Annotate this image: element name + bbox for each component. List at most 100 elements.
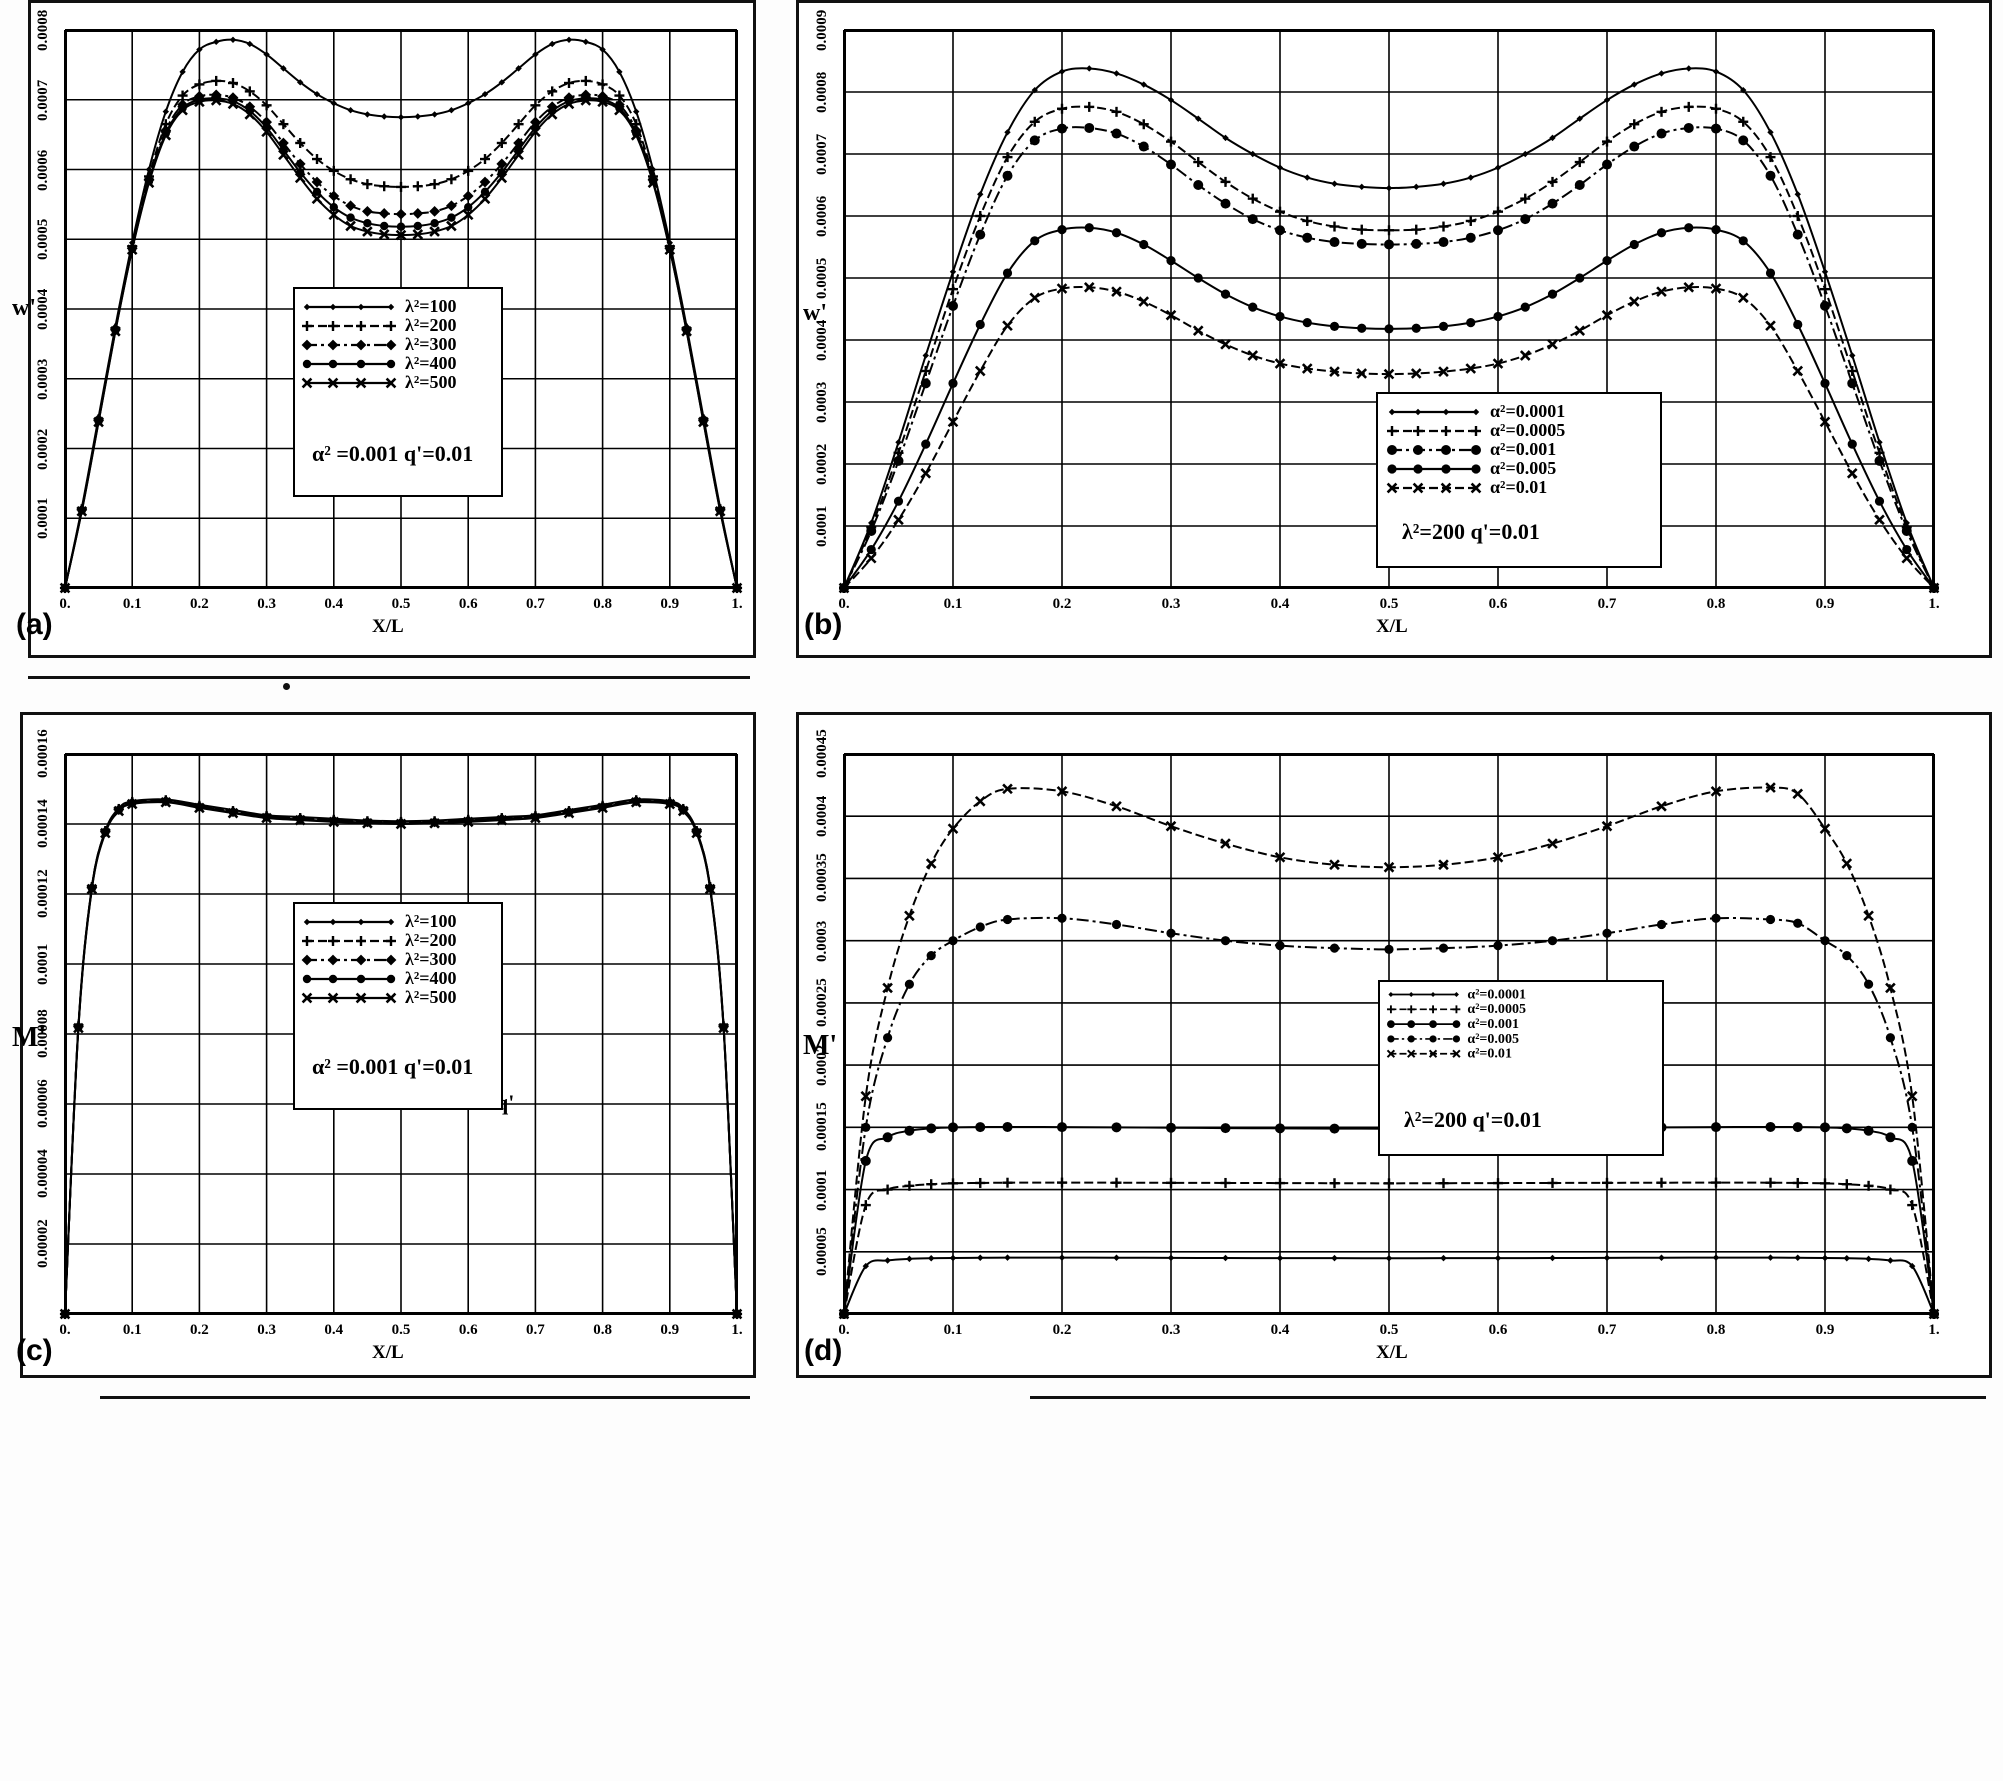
panel-a-annotation-text: α² =0.001 q'=0.01: [312, 441, 474, 466]
panel-d-xlabel: X/L: [1376, 1342, 1408, 1363]
y-tick-label: 0.00006: [35, 1079, 51, 1129]
x-tick-label: 0.8: [593, 1322, 612, 1338]
legend-marker-circle-icon: [301, 356, 397, 372]
panel-b-annotation-text: λ²=200 q'=0.01: [1402, 519, 1540, 544]
y-tick-label: 0.0003: [35, 358, 51, 400]
legend-label: α²=0.0001: [1467, 985, 1527, 1002]
scan-artifact-line-2: [100, 1396, 750, 1399]
panel-d-curves: [838, 753, 1940, 1320]
x-tick-label: 0.9: [1815, 1322, 1835, 1338]
panel-d-annotation-text: λ²=200 q'=0.01: [1404, 1107, 1542, 1132]
panel-b-ylabel: w': [803, 300, 827, 326]
x-tick-label: 0.6: [1488, 1322, 1508, 1338]
legend-item: α²=0.01: [1386, 1045, 1595, 1061]
x-tick-label: 0.: [59, 1322, 71, 1338]
scan-artifact-line-1: [28, 676, 750, 679]
x-tick-label: 0.1: [943, 596, 963, 612]
panel-d-ylabel: M': [803, 1030, 838, 1061]
legend-item: α²=0.005: [1386, 458, 1654, 478]
x-tick-label: 0.6: [458, 596, 478, 612]
legend-marker-plus-icon: [1386, 423, 1482, 439]
legend-item: α²=0.0005: [1386, 1001, 1595, 1016]
y-tick-label: 0.00014: [35, 799, 51, 849]
legend-marker-cross-icon: [301, 990, 397, 1006]
legend-marker-cross-icon: [1386, 1047, 1461, 1059]
panel-c-xlabel: X/L: [372, 1342, 404, 1363]
y-tick-label: 0.0006: [35, 148, 51, 191]
panel-a-annotation: α² =0.001 q'=0.01: [312, 441, 473, 467]
x-tick-label: 0.7: [1597, 596, 1617, 612]
y-tick-label: 0.0005: [35, 218, 51, 260]
legend-item: λ²=500: [301, 372, 495, 392]
x-tick-label: 1.: [1928, 1322, 1940, 1338]
x-tick-label: 0.9: [660, 596, 680, 612]
legend-label: λ²=100: [405, 911, 457, 931]
x-tick-label: 1.: [1928, 596, 1940, 612]
panel-a: w' 0.0001 0.0002 0.0003 0.0004 0.0005 0.0006 0…: [0, 0, 780, 680]
legend-item: λ²=300: [301, 949, 495, 969]
panel-d-annotation: λ²=200 q'=0.01: [1404, 1107, 1542, 1133]
x-tick-label: 0.4: [1270, 1322, 1290, 1338]
x-tick-label: 0.7: [526, 1322, 545, 1338]
legend-marker-plus-icon: [301, 933, 397, 949]
x-tick-label: 0.3: [1161, 1322, 1181, 1338]
legend-marker-plus-icon: [1386, 1003, 1461, 1015]
y-tick-label: 0.00045: [814, 729, 830, 779]
legend-label: λ²=500: [405, 987, 457, 1007]
x-tick-label: 0.7: [1597, 1322, 1617, 1338]
x-tick-label: 0.3: [257, 596, 276, 612]
legend-item: λ²=300: [301, 334, 495, 354]
x-tick-label: 0.: [838, 596, 850, 612]
legend-item: λ²=100: [301, 296, 495, 316]
legend-marker-filled-circle-icon: [1386, 1017, 1461, 1029]
panel-b-annotation: λ²=200 q'=0.01: [1402, 519, 1540, 545]
legend-label: α²=0.0001: [1490, 401, 1566, 421]
x-tick-label: 0.1: [943, 1322, 963, 1338]
scan-artifact-line-3: [1030, 1396, 1986, 1399]
x-tick-label: 0.5: [391, 1322, 411, 1338]
legend-marker-plus-icon: [301, 318, 397, 334]
x-tick-label: 0.3: [257, 1322, 276, 1338]
panel-c-ylabel: M': [12, 1022, 47, 1053]
panel-b: w' 0.0001 0.0002 0.0003 0.0004 0.0005 0.0006 0…: [796, 0, 1996, 680]
x-tick-label: 0.: [59, 596, 71, 612]
legend-item: α²=0.01: [1386, 477, 1654, 497]
y-tick-label: 0.0001: [35, 943, 51, 985]
panel-c: M' 0.00002 0.00004 0.00006 0.00008 0.0001 0.0…: [0, 712, 780, 1402]
legend-item: λ²=200: [301, 315, 495, 335]
y-tick-label: 0.00008: [35, 1009, 51, 1059]
legend-label: λ²=300: [405, 334, 457, 354]
y-tick-label: 0.00016: [35, 729, 51, 779]
x-tick-label: 0.8: [1706, 596, 1726, 612]
x-tick-label: 0.6: [458, 1322, 478, 1338]
legend-item: λ²=500: [301, 987, 495, 1007]
panel-a-letter: (a): [16, 608, 53, 641]
y-tick-label: 0.0002: [35, 427, 51, 470]
x-tick-label: 0.4: [1270, 596, 1290, 612]
x-tick-label: 0.9: [1815, 596, 1835, 612]
legend-label: λ²=400: [405, 353, 457, 373]
panel-c-annotation: α² =0.001 q'=0.01: [312, 1054, 473, 1080]
legend-marker-filled-circle-open-icon: [1386, 461, 1482, 477]
legend-label: α²=0.005: [1467, 1030, 1519, 1046]
legend-marker-small-diamond-icon: [301, 299, 397, 315]
panel-b-legend: α²=0.0001 α²=0.0005 α²=0.001 α²=0.005 α²=0.0…: [1376, 392, 1662, 568]
panel-a-legend: λ²=100 λ²=200 λ²=300 λ²=400 λ²=500 α² =0.001…: [293, 287, 503, 497]
legend-item: α²=0.0001: [1386, 985, 1595, 1002]
legend-marker-filled-circle-open-icon: [1386, 1032, 1461, 1044]
legend-label: α²=0.005: [1490, 458, 1557, 478]
x-tick-label: 0.6: [1488, 596, 1508, 612]
legend-label: λ²=400: [405, 968, 457, 988]
legend-label: λ²=300: [405, 949, 457, 969]
panel-b-curves: [838, 29, 1940, 594]
x-tick-label: 0.4: [324, 596, 344, 612]
panel-d: M' 0.00005 0.0001 0.00015 0.0002 0.00025 0.00…: [796, 712, 1996, 1402]
y-tick-label: 0.00004: [35, 1149, 51, 1199]
legend-label: λ²=100: [405, 296, 457, 316]
x-tick-label: 0.2: [190, 1322, 209, 1338]
legend-label: α²=0.01: [1490, 477, 1548, 497]
legend-marker-small-diamond-icon: [301, 914, 397, 930]
legend-label: α²=0.01: [1467, 1045, 1512, 1061]
legend-label: α²=0.0005: [1490, 420, 1566, 440]
x-tick-label: 0.2: [1052, 596, 1072, 612]
